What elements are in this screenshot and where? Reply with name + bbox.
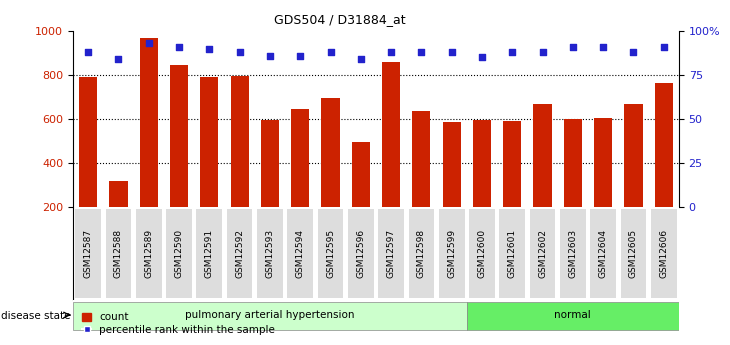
Text: GSM12605: GSM12605 bbox=[629, 229, 638, 278]
Bar bbox=[473, 120, 491, 207]
Bar bbox=[139, 38, 158, 207]
Text: normal: normal bbox=[555, 310, 591, 320]
Text: GSM12599: GSM12599 bbox=[447, 229, 456, 278]
FancyBboxPatch shape bbox=[348, 209, 374, 298]
FancyBboxPatch shape bbox=[73, 302, 467, 330]
FancyBboxPatch shape bbox=[227, 209, 253, 298]
Legend: count, percentile rank within the sample: count, percentile rank within the sample bbox=[78, 308, 279, 339]
FancyBboxPatch shape bbox=[318, 209, 343, 298]
Bar bbox=[624, 104, 642, 207]
FancyBboxPatch shape bbox=[136, 209, 161, 298]
FancyBboxPatch shape bbox=[469, 209, 495, 298]
Text: GSM12592: GSM12592 bbox=[235, 229, 244, 278]
FancyBboxPatch shape bbox=[530, 209, 556, 298]
Point bbox=[82, 49, 94, 55]
Point bbox=[507, 49, 518, 55]
Text: GSM12596: GSM12596 bbox=[356, 229, 365, 278]
Text: GSM12600: GSM12600 bbox=[477, 229, 486, 278]
Text: GSM12601: GSM12601 bbox=[508, 229, 517, 278]
Bar bbox=[655, 83, 673, 207]
Bar bbox=[170, 65, 188, 207]
Text: pulmonary arterial hypertension: pulmonary arterial hypertension bbox=[185, 310, 355, 320]
Text: GSM12598: GSM12598 bbox=[417, 229, 426, 278]
FancyBboxPatch shape bbox=[196, 209, 222, 298]
FancyBboxPatch shape bbox=[651, 209, 677, 298]
Point bbox=[385, 49, 397, 55]
Point bbox=[294, 53, 306, 58]
Point bbox=[628, 49, 639, 55]
Text: GSM12591: GSM12591 bbox=[205, 229, 214, 278]
FancyBboxPatch shape bbox=[257, 209, 283, 298]
Point bbox=[264, 53, 276, 58]
Bar bbox=[412, 111, 431, 207]
FancyBboxPatch shape bbox=[75, 209, 101, 298]
FancyBboxPatch shape bbox=[409, 209, 434, 298]
Bar bbox=[110, 181, 128, 207]
Text: GSM12590: GSM12590 bbox=[174, 229, 183, 278]
Point bbox=[234, 49, 245, 55]
FancyBboxPatch shape bbox=[166, 209, 192, 298]
Bar bbox=[382, 62, 400, 207]
Point bbox=[204, 46, 215, 51]
Point bbox=[537, 49, 548, 55]
Bar bbox=[261, 120, 279, 207]
Text: GDS504 / D31884_at: GDS504 / D31884_at bbox=[274, 13, 405, 26]
Text: GSM12606: GSM12606 bbox=[659, 229, 668, 278]
Point bbox=[112, 57, 124, 62]
Point bbox=[567, 44, 579, 50]
FancyBboxPatch shape bbox=[591, 209, 616, 298]
Text: GSM12604: GSM12604 bbox=[599, 229, 607, 278]
Bar bbox=[534, 104, 552, 207]
Text: disease state: disease state bbox=[1, 311, 70, 321]
Text: GSM12593: GSM12593 bbox=[266, 229, 274, 278]
Bar bbox=[442, 122, 461, 207]
Text: GSM12595: GSM12595 bbox=[326, 229, 335, 278]
FancyBboxPatch shape bbox=[467, 302, 679, 330]
FancyBboxPatch shape bbox=[499, 209, 525, 298]
Bar bbox=[291, 109, 310, 207]
Bar bbox=[564, 119, 582, 207]
Bar bbox=[352, 142, 370, 207]
Point bbox=[658, 44, 669, 50]
Point bbox=[325, 49, 337, 55]
FancyBboxPatch shape bbox=[620, 209, 646, 298]
Text: GSM12602: GSM12602 bbox=[538, 229, 547, 278]
Text: GSM12589: GSM12589 bbox=[145, 229, 153, 278]
Text: GSM12603: GSM12603 bbox=[569, 229, 577, 278]
Bar bbox=[200, 77, 218, 207]
Text: GSM12587: GSM12587 bbox=[84, 229, 93, 278]
Bar bbox=[231, 76, 249, 207]
Text: GSM12594: GSM12594 bbox=[296, 229, 304, 278]
Text: GSM12597: GSM12597 bbox=[387, 229, 396, 278]
FancyBboxPatch shape bbox=[439, 209, 464, 298]
Point bbox=[597, 44, 609, 50]
Bar bbox=[594, 118, 612, 207]
Bar bbox=[503, 121, 521, 207]
FancyBboxPatch shape bbox=[106, 209, 131, 298]
FancyBboxPatch shape bbox=[288, 209, 313, 298]
Point bbox=[143, 41, 155, 46]
Point bbox=[446, 49, 458, 55]
Text: GSM12588: GSM12588 bbox=[114, 229, 123, 278]
Bar bbox=[321, 98, 339, 207]
FancyBboxPatch shape bbox=[560, 209, 585, 298]
Point bbox=[173, 44, 185, 50]
Point bbox=[355, 57, 366, 62]
Bar bbox=[79, 77, 97, 207]
Point bbox=[476, 55, 488, 60]
Point bbox=[415, 49, 427, 55]
FancyBboxPatch shape bbox=[378, 209, 404, 298]
